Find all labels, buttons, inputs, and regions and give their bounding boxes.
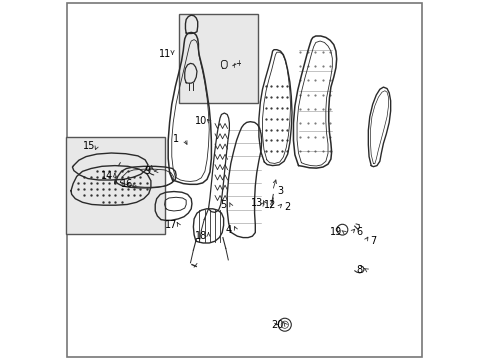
Text: 6: 6 [356, 227, 362, 237]
Text: 17: 17 [164, 220, 177, 230]
Bar [66, 137, 165, 234]
Text: 15: 15 [82, 141, 95, 151]
Text: 18: 18 [194, 231, 206, 241]
Text: 10: 10 [194, 116, 206, 126]
Text: 14: 14 [101, 171, 113, 181]
Text: 13: 13 [250, 198, 263, 208]
Text: 12: 12 [263, 200, 275, 210]
Text: 19: 19 [329, 227, 342, 237]
Text: 7: 7 [369, 236, 376, 246]
Text: 4: 4 [225, 225, 231, 235]
Text: 5: 5 [219, 200, 225, 210]
Text: 1: 1 [173, 134, 179, 144]
Text: 3: 3 [277, 186, 283, 196]
Text: 20: 20 [271, 320, 283, 330]
Text: 11: 11 [158, 49, 170, 59]
Text: 2: 2 [283, 202, 289, 212]
Text: 16: 16 [121, 179, 133, 189]
Text: 8: 8 [355, 265, 361, 275]
Text: 9: 9 [144, 166, 150, 176]
Bar [179, 14, 258, 103]
